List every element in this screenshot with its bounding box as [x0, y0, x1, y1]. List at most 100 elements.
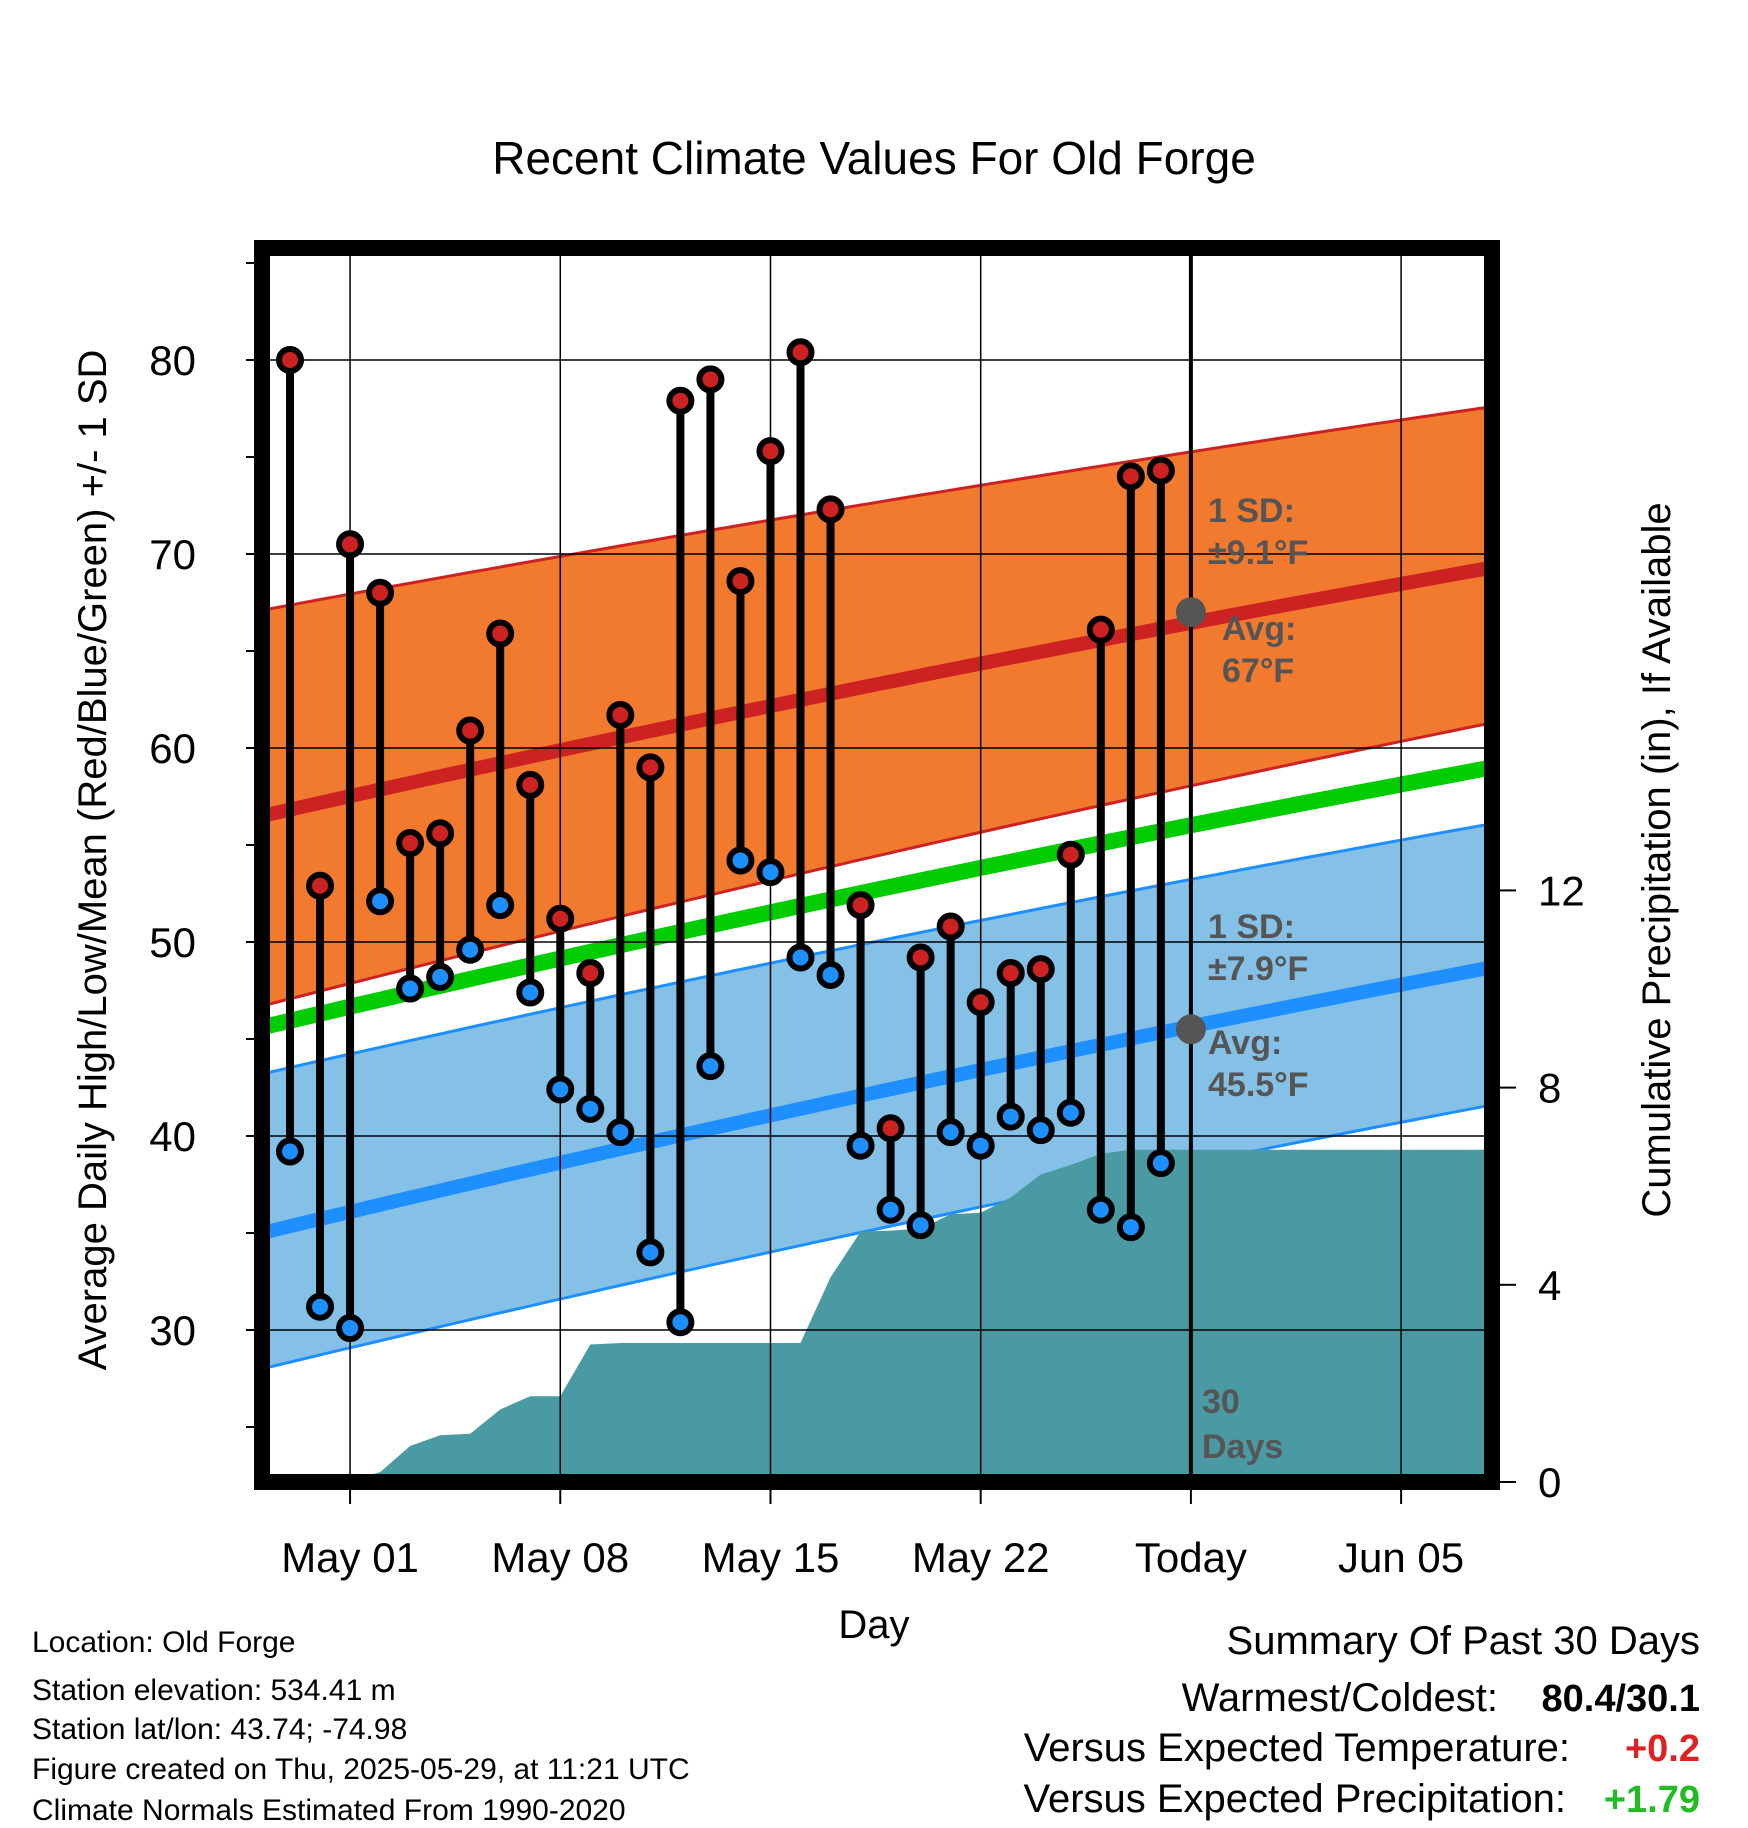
high-point	[876, 1114, 905, 1143]
y-tick-label-right: 0	[1538, 1459, 1561, 1506]
x-tick-label: May 22	[912, 1534, 1050, 1581]
low-point	[816, 960, 845, 989]
high-point	[516, 770, 545, 799]
high-point	[306, 871, 335, 900]
high-avg-value: 67°F	[1222, 652, 1294, 690]
low-mean-line	[262, 960, 1492, 1240]
daily-mean-line	[262, 759, 1492, 1036]
plot-content: 1 SD: ±9.1°F Avg: 67°F 1 SD: ±7.9°F Avg: 45.5°F…	[262, 248, 1492, 1482]
high-point	[546, 904, 575, 933]
y-tick-label-left: 40	[149, 1113, 196, 1160]
high-point	[456, 716, 485, 745]
high-point	[1056, 840, 1085, 869]
summary-temp-value: +0.2	[1625, 1728, 1700, 1770]
high-point	[426, 819, 455, 848]
low-point	[786, 943, 815, 972]
low-point	[546, 1075, 575, 1104]
plot-area: 1 SD: ±9.1°F Avg: 67°F 1 SD: ±7.9°F Avg: 45.5°F…	[262, 248, 1492, 1482]
low-point	[696, 1052, 725, 1081]
low-avg-value: 45.5°F	[1208, 1066, 1309, 1104]
today-days-label-line1: 30	[1202, 1383, 1240, 1421]
high-point	[786, 338, 815, 367]
x-tick-label: May 15	[702, 1534, 840, 1581]
precip-area	[262, 1149, 1492, 1482]
high-point	[696, 365, 725, 394]
low-point	[756, 858, 785, 887]
low-sd-value: ±7.9°F	[1208, 950, 1308, 988]
high-point	[756, 437, 785, 466]
high-avg-label: Avg:	[1222, 610, 1296, 648]
low-point	[336, 1314, 365, 1343]
low-point	[306, 1292, 335, 1321]
high-point	[1116, 462, 1145, 491]
y-tick-label-left: 60	[149, 725, 196, 772]
high-sd-upper-line	[262, 405, 1492, 612]
y-tick-label-left: 80	[149, 337, 196, 384]
high-point	[486, 619, 515, 648]
low-point	[1146, 1149, 1175, 1178]
y-axis-label-left: Average Daily High/Low/Mean (Red/Blue/Gr…	[71, 350, 115, 1371]
high-point	[1146, 456, 1175, 485]
high-point	[906, 943, 935, 972]
low-point	[276, 1137, 304, 1166]
today-low-avg-marker	[1175, 1014, 1206, 1045]
today-days-label-line2: Days	[1202, 1428, 1283, 1466]
x-tick-label: Today	[1135, 1534, 1247, 1581]
info-elevation: Station elevation: 534.41 m	[32, 1674, 396, 1707]
y-tick-label-left: 30	[149, 1307, 196, 1354]
plot-frame	[254, 240, 1500, 1490]
high-point	[1026, 955, 1055, 984]
low-point	[876, 1195, 905, 1224]
high-point	[1086, 615, 1115, 644]
low-point	[486, 891, 515, 920]
low-point	[576, 1094, 605, 1123]
high-point	[666, 386, 695, 415]
y-axis-label-right: Cumulative Precipitation (in), If Availa…	[1635, 502, 1679, 1217]
low-sd-lower-line	[262, 1103, 1492, 1371]
high-point	[936, 912, 965, 941]
low-point	[846, 1131, 875, 1160]
high-point	[816, 495, 845, 524]
low-point	[1086, 1195, 1115, 1224]
low-point	[996, 1102, 1025, 1131]
low-point	[966, 1131, 995, 1160]
today-high-avg-marker	[1175, 597, 1206, 628]
high-point	[576, 959, 605, 988]
y-tick-label-left: 70	[149, 531, 196, 578]
y-tick-label-right: 8	[1538, 1065, 1561, 1112]
low-point	[606, 1118, 635, 1147]
low-point	[1026, 1116, 1055, 1145]
low-sd-label: 1 SD:	[1208, 908, 1295, 946]
summary-precip-value: +1.79	[1604, 1779, 1700, 1821]
low-point	[516, 978, 545, 1007]
high-point	[996, 959, 1025, 988]
low-point	[666, 1308, 695, 1337]
low-point	[1116, 1213, 1145, 1242]
high-point	[336, 530, 365, 559]
high-sd-label: 1 SD:	[1208, 492, 1295, 530]
low-point	[396, 974, 425, 1003]
x-tick-label: Jun 05	[1338, 1534, 1464, 1581]
low-point	[906, 1211, 935, 1240]
y-tick-label-left: 50	[149, 919, 196, 966]
summary-warm-cold-value: 80.4/30.1	[1542, 1678, 1700, 1720]
high-point	[396, 829, 425, 858]
low-point	[366, 887, 395, 916]
summary-warm-cold-label: Warmest/Coldest:	[1182, 1676, 1498, 1720]
axes: 30 40 50 60 70 80 0 4 8 12 May 01 May 08 May 15 May 2…	[149, 240, 1585, 1581]
summary-title: Summary Of Past 30 Days	[1227, 1619, 1700, 1663]
high-point	[636, 753, 665, 782]
high-point	[846, 891, 875, 920]
low-point	[426, 962, 455, 991]
high-point	[726, 567, 755, 596]
summary-precip-label: Versus Expected Precipitation:	[1023, 1777, 1566, 1821]
low-point	[456, 935, 485, 964]
high-point	[966, 988, 995, 1017]
chart-title: Recent Climate Values For Old Forge	[492, 132, 1256, 184]
y-tick-label-right: 4	[1538, 1262, 1561, 1309]
low-point	[1056, 1098, 1085, 1127]
high-point	[366, 578, 395, 607]
info-created: Figure created on Thu, 2025-05-29, at 11…	[32, 1753, 690, 1786]
low-point	[636, 1238, 665, 1267]
high-point	[606, 701, 635, 730]
